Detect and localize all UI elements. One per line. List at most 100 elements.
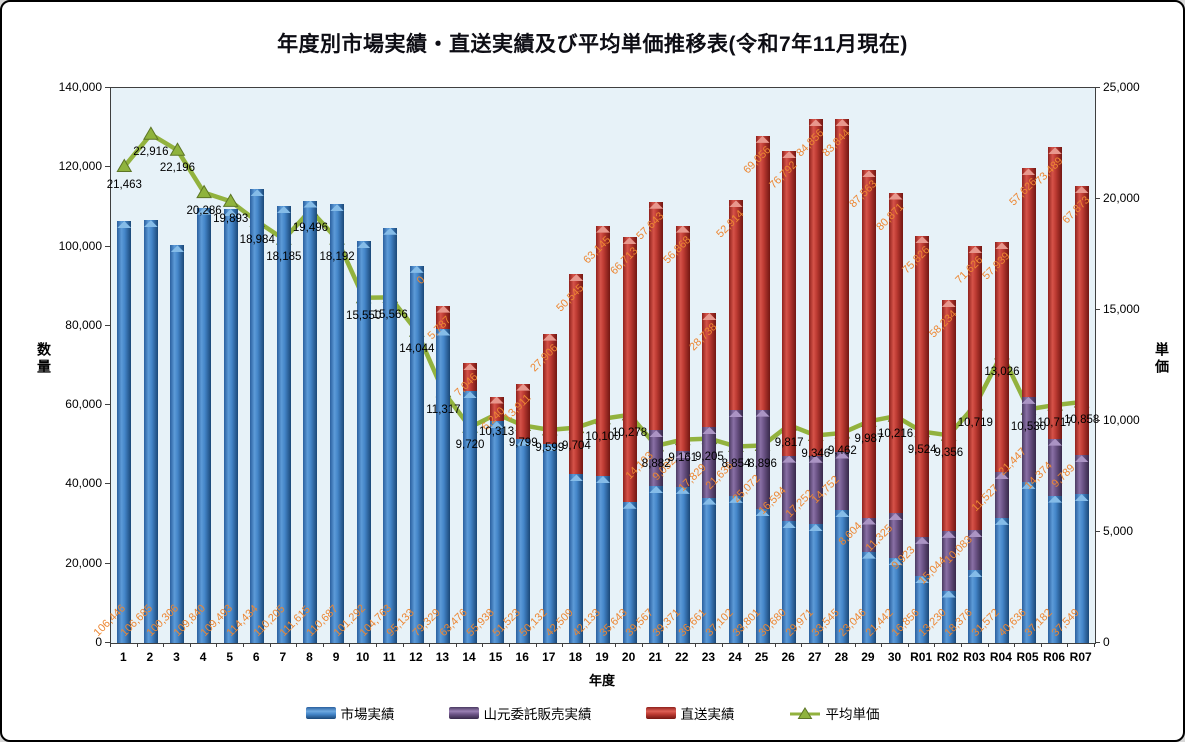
legend-item-market[interactable]: 市場実績: [305, 703, 395, 723]
bar-segment-consignment[interactable]: [808, 455, 823, 525]
line-marker[interactable]: [169, 142, 186, 156]
bar-segment-direct[interactable]: [941, 300, 956, 531]
bar-segment-direct[interactable]: [489, 396, 504, 422]
bar-segment-market[interactable]: [356, 241, 371, 643]
bar-segment-direct[interactable]: [1048, 147, 1063, 439]
bar-segment-direct[interactable]: [1021, 168, 1036, 397]
bar-segment-consignment[interactable]: [941, 530, 956, 591]
bar-segment-consignment[interactable]: [1021, 396, 1036, 482]
bar-segment-market[interactable]: [675, 486, 690, 643]
legend-item-direct[interactable]: 直送実績: [645, 703, 735, 723]
bar-segment-consignment[interactable]: [675, 451, 690, 487]
bar-segment-market[interactable]: [888, 557, 903, 643]
bar-segment-market[interactable]: [197, 207, 212, 643]
legend-label-consignment: 山元委託販売実績: [483, 707, 592, 722]
bar-segment-consignment[interactable]: [1048, 438, 1063, 496]
bar-segment-market[interactable]: [330, 204, 345, 643]
bar-segment-market[interactable]: [489, 421, 504, 643]
bar-segment-consignment[interactable]: [728, 410, 743, 496]
x-axis-tick-label: 19: [595, 650, 609, 664]
bar-segment-market[interactable]: [1021, 481, 1036, 643]
bar-segment-market[interactable]: [542, 444, 557, 643]
bar-segment-market[interactable]: [835, 510, 850, 643]
bar-segment-market[interactable]: [915, 576, 930, 643]
bar-segment-market[interactable]: [117, 221, 132, 643]
y-axis-tick-label-left: 140,000: [58, 80, 102, 94]
bar-segment-market[interactable]: [702, 497, 717, 643]
line-marker[interactable]: [116, 158, 133, 173]
bar-segment-consignment[interactable]: [888, 513, 903, 558]
bar-segment-consignment[interactable]: [649, 430, 664, 487]
bar-segment-market[interactable]: [755, 509, 770, 643]
bar-segment-direct[interactable]: [968, 246, 983, 531]
x-axis-tick-label: 9: [332, 650, 340, 664]
bar-segment-direct[interactable]: [1074, 186, 1089, 456]
bar-segment-direct[interactable]: [436, 305, 451, 329]
x-axis-tick-label: R07: [1069, 650, 1092, 664]
bar-segment-direct[interactable]: [622, 237, 637, 502]
x-axis-tick-label: 3: [173, 650, 180, 664]
bar-segment-consignment[interactable]: [861, 517, 876, 552]
bar-segment-direct[interactable]: [675, 225, 690, 452]
bar-segment-market[interactable]: [968, 570, 983, 643]
bar-segment-market[interactable]: [170, 245, 185, 643]
bar-segment-market[interactable]: [383, 227, 398, 643]
legend-item-avg-price[interactable]: 平均単価: [789, 703, 880, 723]
bar-segment-market[interactable]: [516, 438, 531, 643]
bar-segment-market[interactable]: [143, 220, 158, 643]
bar-segment-market[interactable]: [782, 521, 797, 643]
bar-segment-market[interactable]: [622, 501, 637, 643]
bar-segment-direct[interactable]: [702, 313, 717, 427]
bar-segment-direct[interactable]: [861, 170, 876, 518]
bar-segment-direct[interactable]: [835, 119, 850, 452]
bar-segment-direct[interactable]: [569, 274, 584, 475]
bar-segment-market[interactable]: [861, 551, 876, 643]
bar-segment-market[interactable]: [250, 189, 265, 643]
bar-segment-direct[interactable]: [755, 135, 770, 410]
bar-segment-market[interactable]: [1074, 494, 1089, 643]
bar-segment-market[interactable]: [941, 590, 956, 643]
bar-segment-market[interactable]: [994, 517, 1009, 643]
bar-segment-market[interactable]: [569, 474, 584, 643]
x-axis-title: 年度: [588, 673, 615, 688]
bar-segment-market[interactable]: [728, 495, 743, 643]
bar-segment-market[interactable]: [463, 391, 478, 643]
bar-segment-market[interactable]: [1048, 495, 1063, 643]
bar-segment-consignment[interactable]: [782, 455, 797, 522]
legend-item-consignment[interactable]: 山元委託販売実績: [448, 703, 592, 723]
bar-segment-direct[interactable]: [808, 119, 823, 456]
bar-segment-direct[interactable]: [596, 225, 610, 476]
bar-segment-direct[interactable]: [516, 383, 531, 439]
bar-segment-direct[interactable]: [542, 333, 557, 445]
x-axis-tick-label: 21: [648, 650, 662, 664]
x-axis-tick-label: 17: [542, 650, 556, 664]
bar-segment-market[interactable]: [596, 475, 610, 643]
bar-segment-consignment[interactable]: [915, 536, 930, 577]
bar-segment-market[interactable]: [276, 206, 291, 643]
bar-segment-consignment[interactable]: [1074, 455, 1089, 495]
bar-segment-direct[interactable]: [782, 151, 797, 456]
bar-segment-market[interactable]: [649, 486, 664, 643]
bar-segment-market[interactable]: [808, 524, 823, 643]
bar-segment-consignment[interactable]: [755, 409, 770, 509]
bar-segment-direct[interactable]: [463, 363, 478, 392]
bar-segment-consignment[interactable]: [835, 451, 850, 510]
bar-segment-consignment[interactable]: [994, 472, 1009, 518]
bar-segment-market[interactable]: [409, 265, 424, 643]
x-axis-tick-label: 27: [808, 650, 822, 664]
bar-segment-market[interactable]: [436, 328, 451, 643]
line-marker[interactable]: [196, 184, 212, 199]
bar-segment-market[interactable]: [223, 208, 238, 643]
bar-segment-direct[interactable]: [994, 242, 1009, 473]
bar-segment-consignment[interactable]: [702, 426, 717, 498]
bar-segment-direct[interactable]: [728, 200, 743, 411]
line-marker[interactable]: [222, 193, 239, 207]
bar-segment-direct[interactable]: [888, 192, 903, 514]
chart-title: 年度別市場実績・直送実績及び平均単価推移表(令和7年11月現在): [277, 33, 908, 56]
bar-segment-direct[interactable]: [915, 236, 930, 537]
bar-segment-direct[interactable]: [649, 201, 664, 431]
line-data-label: 15,550: [346, 309, 382, 322]
bar-segment-consignment[interactable]: [968, 530, 983, 571]
line-marker[interactable]: [143, 126, 159, 140]
bar-segment-market[interactable]: [303, 200, 318, 643]
